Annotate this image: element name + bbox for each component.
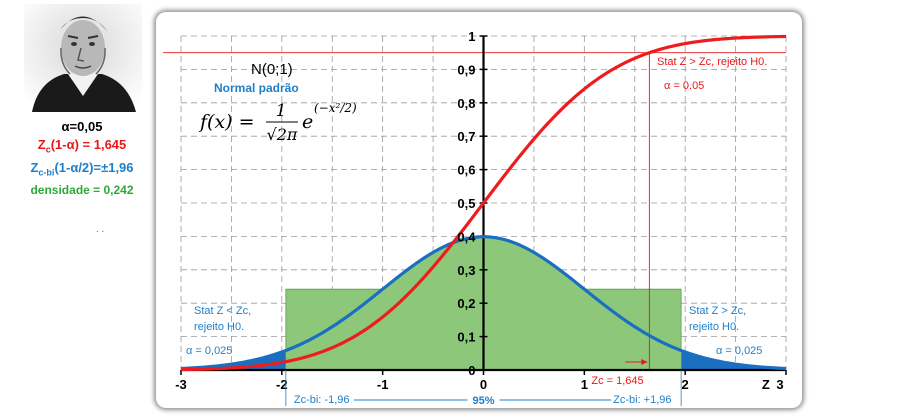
formula-base: e bbox=[302, 111, 313, 133]
y-tick-label: 0,4 bbox=[457, 229, 476, 244]
left-bi-alpha: α = 0,025 bbox=[186, 345, 232, 357]
y-tick-label: 0,1 bbox=[457, 330, 475, 345]
formula-exponent: (−x²/2) bbox=[314, 101, 357, 115]
density-value: densidade = 0,242 bbox=[30, 183, 134, 198]
y-tick-label: 0 bbox=[468, 363, 475, 378]
zcbi-neg-label: Zc-bi: -1,96 bbox=[294, 394, 350, 406]
zc-label: Zc = 1,645 bbox=[591, 375, 643, 387]
y-tick-label: 0,6 bbox=[457, 163, 475, 178]
y-tick-label: 1 bbox=[468, 29, 475, 44]
tick-labels: 0 0,1 0,2 0,3 0,4 0,5 0,6 0,7 0,8 0,9 1 -3 -2 -1 0 1 2 3Z bbox=[175, 29, 783, 392]
y-tick-label: 0,7 bbox=[457, 129, 475, 144]
x-tick-label: -1 bbox=[377, 377, 389, 392]
cdf-series-line bbox=[180, 34, 787, 372]
summary-panel: α=0,05 Zc(1-α) = 1,645 Zc-bi(1-α/2)=±1,9… bbox=[0, 118, 164, 199]
normal-distribution-chart: 00,10,20,30,40,50,60,70,80,91-3 -2 -1 0 1 2 3Z… bbox=[163, 29, 787, 407]
carl-gauss-portrait bbox=[24, 4, 142, 112]
formula-lhs: f(x) = bbox=[198, 111, 255, 133]
right-alpha-label: α = 0.05 bbox=[664, 80, 704, 92]
right-test-label: Stat Z > Zc, rejeito H0. bbox=[657, 56, 767, 68]
right-bi-alpha: α = 0,025 bbox=[716, 345, 762, 357]
right-bi-label-1: Stat Z > Zc, bbox=[689, 305, 746, 317]
left-bi-label-2: rejeito H0. bbox=[194, 321, 244, 333]
left-bi-label-1: Stat Z < Zc, bbox=[194, 305, 251, 317]
x-tick-label: 1 bbox=[581, 377, 588, 392]
right-tail-area bbox=[681, 350, 786, 370]
decorative-dots: . . bbox=[96, 224, 105, 235]
normal-label: Normal padrão bbox=[214, 81, 299, 95]
chart-frame: 0 0,1 0,2 0,3 0,4 0,5 0,6 0,7 0,8 0,9 1 -3 -2 -1 0 1 2 3 Z… bbox=[156, 12, 802, 408]
zcbi-pos-label: Zc-bi: +1,96 bbox=[613, 394, 671, 406]
y-tick-label: 0,9 bbox=[457, 62, 475, 77]
y-tick-label: 0,5 bbox=[457, 196, 475, 211]
x-tick-label: -3 bbox=[175, 377, 187, 392]
alpha-value: α=0,05 bbox=[61, 119, 103, 134]
right-bi-label-2: rejeito H0. bbox=[689, 321, 739, 333]
x-tick-label: 3 bbox=[776, 377, 783, 392]
zc-bilateral-value: Zc-bi(1-α/2)=±1,96 bbox=[30, 159, 134, 178]
formula-denominator: √2π bbox=[267, 125, 298, 144]
zc-value: Zc(1-α) = 1,645 bbox=[37, 137, 127, 155]
y-tick-label: 0,3 bbox=[457, 263, 475, 278]
x-tick-label: 2 bbox=[682, 377, 689, 392]
x-axis-label: Z bbox=[762, 377, 770, 392]
y-tick-label: 0,8 bbox=[457, 96, 475, 111]
formula-numerator: 1 bbox=[276, 101, 287, 121]
zc-arrow-head bbox=[641, 359, 648, 365]
pct-label: 95% bbox=[472, 395, 494, 407]
x-tick-label: 0 bbox=[480, 377, 487, 392]
y-tick-label: 0,2 bbox=[457, 296, 475, 311]
dist-label: N(0;1) bbox=[251, 61, 293, 78]
annotations: N(0;1) Normal padrão f(x) = 1 √2πe(−x²/2) Sta… bbox=[186, 56, 767, 407]
pdf-series-line bbox=[180, 235, 787, 371]
x-tick-label: -2 bbox=[276, 377, 288, 392]
